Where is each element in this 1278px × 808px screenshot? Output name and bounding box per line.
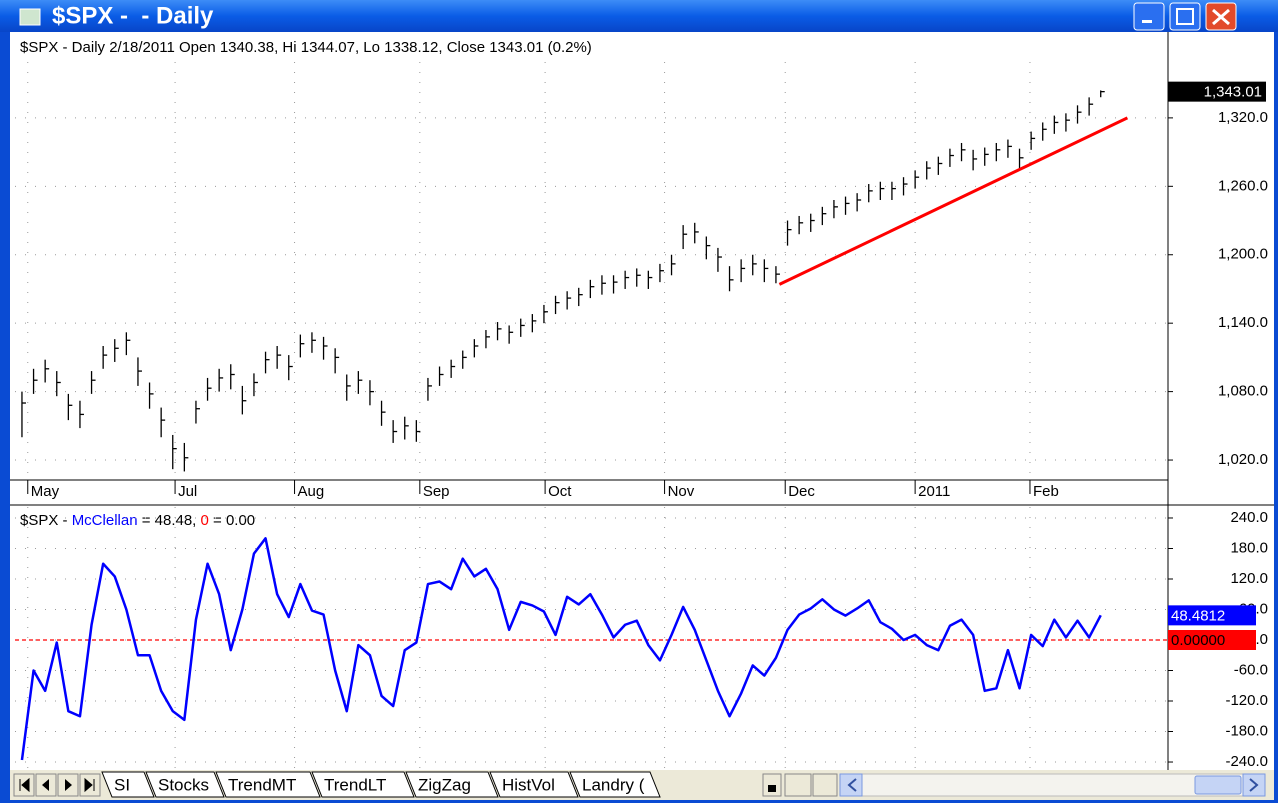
tab-label: TrendMT — [228, 775, 296, 794]
y-tick-label: 1,320.0 — [1218, 109, 1268, 126]
tab-label: HistVol — [502, 775, 555, 794]
next-icon — [65, 779, 72, 791]
close-icon — [1212, 8, 1230, 26]
title-bar — [0, 0, 1278, 32]
maximize-button[interactable] — [1169, 2, 1201, 31]
tab[interactable] — [145, 771, 225, 798]
y-tick-label: -180.0 — [1225, 722, 1268, 739]
x-tick-label: Dec — [788, 483, 815, 500]
tab[interactable] — [311, 771, 415, 798]
header-zero: 0 — [201, 512, 209, 529]
minimize-button[interactable] — [1133, 2, 1165, 31]
indicator-header: $SPX - McClellan = 48.48, 0 = 0.00 — [20, 512, 255, 529]
tab-label: Stocks — [158, 775, 209, 794]
maximize-icon — [1176, 8, 1194, 25]
window-title: $SPX - - Daily — [52, 2, 214, 29]
x-tick-label: Sep — [423, 483, 450, 500]
y-tick-label: 120.0 — [1230, 570, 1268, 587]
header-series: McClellan — [72, 512, 138, 529]
tab[interactable] — [215, 771, 321, 798]
y-tick-label: 1,140.0 — [1218, 314, 1268, 331]
y-tick-label: 1,020.0 — [1218, 451, 1268, 468]
nav-buttons — [13, 773, 101, 797]
chart-area — [10, 32, 1274, 770]
x-tick-label: Aug — [298, 483, 325, 500]
x-tick-label: 2011 — [918, 483, 950, 500]
zero-value-box — [1168, 629, 1256, 650]
scroll-left-icon — [847, 778, 857, 792]
sheet-button-s[interactable] — [784, 773, 812, 797]
plots: May Jul Aug Sep Oct Nov Dec 2011 Feb 1,020.0 1,080… — [15, 62, 1268, 770]
price-header: $SPX - Daily 2/18/2011 Open 1340.38, Hi … — [20, 39, 592, 56]
sheet-button-i[interactable] — [812, 773, 838, 797]
x-tick-label: Jul — [178, 483, 197, 500]
x-tick-label: Nov — [668, 483, 695, 500]
y-tick-label: 1,260.0 — [1218, 177, 1268, 194]
series-value-box — [1168, 605, 1256, 626]
y-tick-label: 240.0 — [1230, 509, 1268, 526]
x-tick-label: May — [31, 483, 60, 500]
tab-label: TrendLT — [324, 775, 386, 794]
tab[interactable] — [569, 771, 661, 798]
tab-label: SI — [114, 775, 130, 794]
tab[interactable] — [101, 771, 155, 798]
scroll-thumb[interactable] — [1194, 775, 1242, 795]
header-mid: = 48.48, — [138, 512, 201, 529]
x-tick-label: Feb — [1033, 483, 1059, 500]
app-icon — [19, 8, 41, 26]
tab[interactable] — [489, 771, 579, 798]
scroll-right-icon — [1249, 778, 1259, 792]
minimize-icon — [1142, 20, 1152, 23]
tabs: SI Stocks TrendMT TrendLT ZigZag HistVol Landr… — [101, 771, 661, 798]
y-tick-label: 1,080.0 — [1218, 383, 1268, 400]
header-suffix: = 0.00 — [209, 512, 255, 529]
last-icon — [84, 777, 95, 793]
last-value-box — [1168, 81, 1266, 102]
series-value-label: 48.4812 — [1171, 607, 1225, 624]
y-tick-label: -240.0 — [1225, 753, 1268, 770]
lock-icon — [768, 785, 776, 792]
trendline — [778, 116, 1129, 286]
y-tick-label: -60.0 — [1234, 661, 1268, 678]
scroll-left[interactable] — [839, 773, 863, 797]
window-buttons — [1133, 2, 1237, 31]
last-value-label: 1,343.01 — [1204, 84, 1262, 101]
zero-value-label: 0.00000 — [1171, 632, 1225, 649]
prev-icon — [42, 779, 49, 791]
first-icon — [19, 777, 30, 793]
indicator-line — [20, 537, 1102, 761]
y-tick-label: 180.0 — [1230, 539, 1268, 556]
x-tick-label: Oct — [548, 483, 572, 500]
scroll-right[interactable] — [1242, 773, 1266, 797]
tab[interactable] — [405, 771, 499, 798]
y-tick-label: -120.0 — [1225, 692, 1268, 709]
tab-label: ZigZag — [418, 775, 471, 794]
header-prefix: $SPX - — [20, 512, 72, 529]
y-tick-label: 1,200.0 — [1218, 246, 1268, 263]
tab-label: Landry ( — [582, 775, 645, 794]
